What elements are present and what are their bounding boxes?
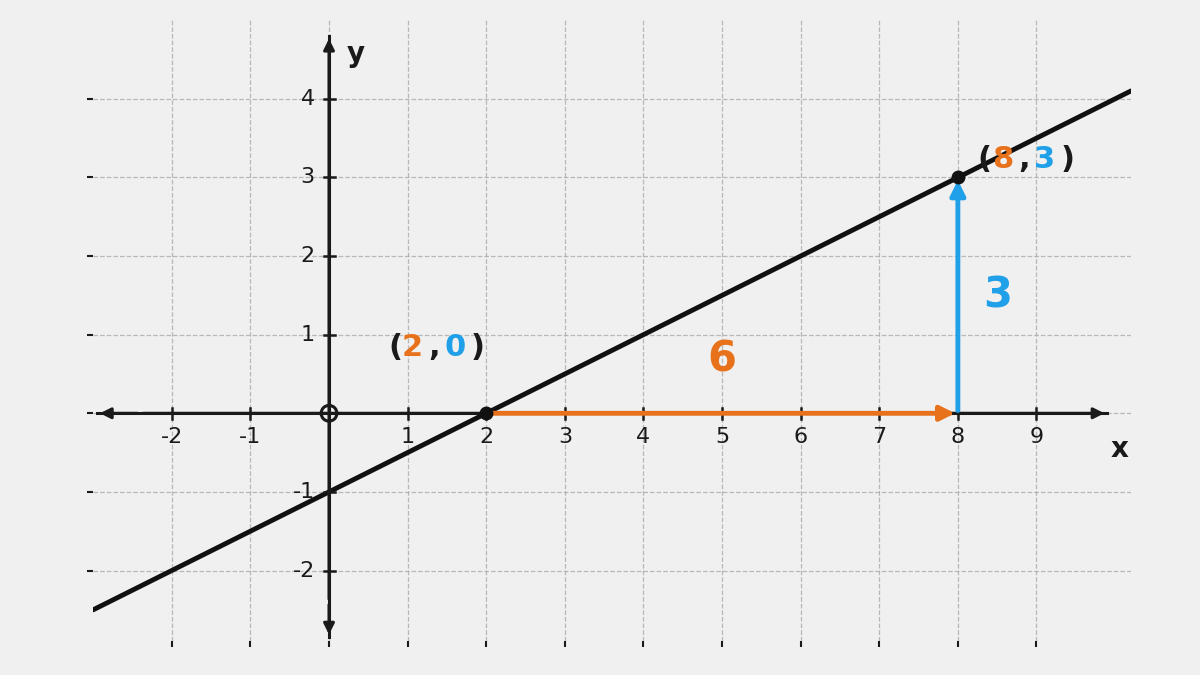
Text: 8: 8 (950, 427, 965, 448)
Text: 8: 8 (991, 144, 1013, 173)
Text: 4: 4 (301, 89, 314, 109)
Text: ,: , (428, 333, 440, 362)
Text: 9: 9 (1030, 427, 1044, 448)
Text: ): ) (470, 333, 485, 362)
Text: 5: 5 (715, 427, 730, 448)
Text: (: ( (978, 144, 991, 173)
Text: 6: 6 (708, 338, 737, 380)
Text: ): ) (1060, 144, 1074, 173)
Text: 2: 2 (402, 333, 424, 362)
Text: 1: 1 (301, 325, 314, 345)
Text: -2: -2 (161, 427, 182, 448)
Text: y: y (347, 40, 365, 68)
Text: 6: 6 (793, 427, 808, 448)
Text: 7: 7 (872, 427, 887, 448)
Text: 4: 4 (636, 427, 650, 448)
Text: 3: 3 (301, 167, 314, 188)
Text: -1: -1 (293, 482, 314, 502)
Text: 1: 1 (401, 427, 415, 448)
Text: 3: 3 (983, 274, 1012, 317)
Text: -1: -1 (239, 427, 262, 448)
Text: x: x (1110, 435, 1128, 463)
Text: 3: 3 (1034, 144, 1055, 173)
Text: (: ( (388, 333, 402, 362)
Text: ,: , (1019, 144, 1030, 173)
Text: 0: 0 (444, 333, 466, 362)
Text: 3: 3 (558, 427, 572, 448)
Text: -2: -2 (293, 560, 314, 580)
Text: 2: 2 (479, 427, 493, 448)
Text: 2: 2 (301, 246, 314, 266)
